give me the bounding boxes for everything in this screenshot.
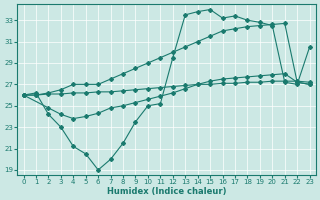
X-axis label: Humidex (Indice chaleur): Humidex (Indice chaleur) — [107, 187, 226, 196]
